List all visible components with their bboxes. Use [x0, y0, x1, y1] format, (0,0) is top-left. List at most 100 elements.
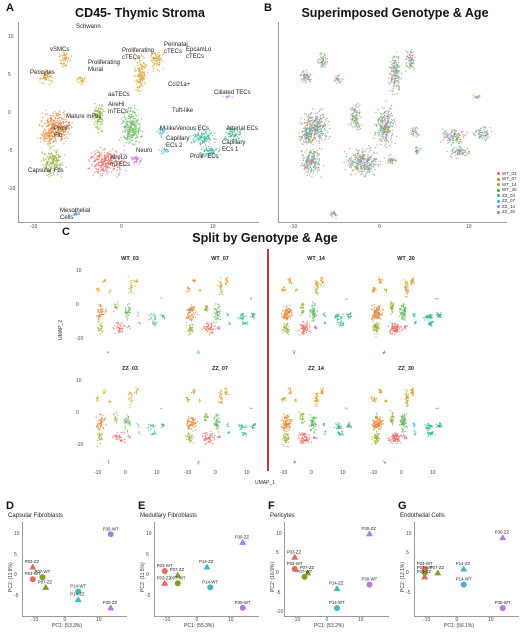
cluster-label: Pericytes	[30, 70, 55, 76]
split-panel-title: ZZ_03	[122, 366, 138, 372]
cluster-label: Mature mFbs	[66, 114, 102, 120]
split-cluster	[186, 304, 199, 322]
split-cluster	[95, 424, 102, 431]
split-cluster	[112, 321, 126, 335]
split-cluster	[384, 399, 388, 403]
pca-x-tick: 10	[228, 617, 234, 623]
split-cluster	[387, 432, 403, 445]
pca-point	[239, 538, 247, 545]
panel-c-title: Split by Genotype & Age	[192, 231, 338, 245]
cluster-label: AireLo mTECs	[110, 155, 130, 168]
split-cluster	[224, 277, 229, 286]
pca-y-tick: -10	[276, 609, 284, 616]
pca-point	[366, 530, 373, 537]
cluster-label: Proliferating cTECs	[122, 48, 155, 61]
split-umap-WT_14	[280, 276, 353, 355]
split-cluster	[201, 430, 216, 446]
split-cluster	[280, 423, 289, 431]
pca-point	[239, 604, 246, 611]
split-x-tick: -10	[184, 470, 192, 476]
umap-b-cluster	[383, 154, 398, 165]
pca-point-label: P03-WT	[25, 571, 41, 576]
split-x-tick: 10	[430, 470, 436, 476]
split-cluster	[224, 387, 230, 396]
pca-point	[74, 596, 82, 603]
split-cluster	[294, 288, 298, 292]
split-panel-title: ZZ_30	[398, 366, 414, 372]
split-cluster	[413, 430, 417, 436]
split-cluster	[424, 422, 434, 432]
split-cluster	[403, 279, 409, 298]
pca-y-tick: 0	[14, 572, 17, 579]
umap-b-cluster	[446, 146, 470, 160]
split-cluster	[133, 279, 139, 287]
legend-label: WT_03	[502, 170, 517, 176]
split-umap-WT_30	[370, 276, 442, 355]
pca-y-axis-label: PC2: (16.9%)	[270, 561, 276, 592]
split-cluster	[185, 430, 195, 444]
split-cluster	[216, 435, 222, 439]
split-cluster	[436, 311, 442, 318]
legend-swatch	[497, 199, 500, 203]
split-cluster	[185, 423, 191, 430]
umap-b-cluster	[299, 108, 331, 145]
x-tick: -10	[30, 224, 38, 230]
umap-a-cluster	[158, 143, 169, 155]
x-tick: 0	[378, 224, 381, 230]
pca-title: Medullary Fibroblasts	[140, 513, 198, 519]
pca-x-axis-label: PC1: (56.1%)	[444, 623, 475, 629]
cluster-label: Ciliated TECs	[214, 90, 251, 96]
split-cluster	[237, 423, 248, 431]
pca-point-label: P07-ZZ	[430, 565, 445, 570]
pca-point-label: P14-WT	[456, 577, 472, 582]
pca-point	[203, 563, 211, 570]
pca-point	[161, 568, 168, 575]
split-cluster	[250, 312, 256, 319]
split-cluster	[314, 392, 320, 408]
split-cluster	[136, 311, 140, 317]
split-cluster	[320, 386, 324, 395]
split-x-axis-label: UMAP_1	[255, 480, 276, 486]
split-cluster	[333, 421, 343, 430]
umap-a-cluster	[75, 76, 86, 86]
cluster-label: Ccl21a+	[168, 82, 191, 88]
split-cluster	[412, 422, 416, 427]
pca-point-label: P03-ZZ	[287, 549, 302, 554]
umap-b-cluster	[404, 49, 416, 72]
split-cluster	[387, 321, 403, 336]
split-cluster	[281, 286, 287, 292]
pca-point	[161, 579, 169, 586]
split-cluster	[389, 410, 395, 426]
pca-y-tick: -5	[146, 592, 151, 599]
pca-point	[434, 569, 442, 576]
umap-b-cluster	[387, 51, 403, 95]
split-cluster	[250, 297, 253, 300]
pca-point	[366, 581, 373, 588]
pca-point-label: P03-WT	[417, 561, 433, 566]
split-cluster	[403, 388, 410, 408]
cluster-label: Venous ECs	[176, 126, 210, 132]
pca-x-tick: 0	[325, 617, 329, 623]
split-panel-title: WT_03	[121, 256, 139, 262]
split-cluster	[217, 389, 224, 404]
split-cluster	[226, 422, 230, 428]
legend-swatch	[497, 194, 500, 197]
split-umap-ZZ_30	[370, 387, 443, 464]
pca-point	[333, 585, 341, 592]
split-cluster	[107, 351, 109, 354]
split-cluster	[299, 302, 305, 317]
pca-x-tick: 0	[195, 617, 199, 623]
split-cluster	[96, 432, 104, 448]
pca-x-tick: 0	[455, 617, 459, 623]
pca-point-label: P14-ZZ	[329, 581, 344, 586]
pca-y-axis-label: PC2: (12.1%)	[400, 561, 406, 592]
x-tick: 0	[120, 224, 123, 230]
split-x-tick: 0	[124, 470, 127, 476]
cluster-label: Capsular Fbs	[28, 168, 64, 174]
umap-a-cluster	[150, 52, 165, 72]
split-cluster	[185, 321, 195, 336]
split-cluster	[228, 321, 231, 325]
split-x-tick: 0	[214, 470, 217, 476]
pca-point	[29, 563, 37, 570]
split-y-tick: 0	[76, 410, 79, 416]
